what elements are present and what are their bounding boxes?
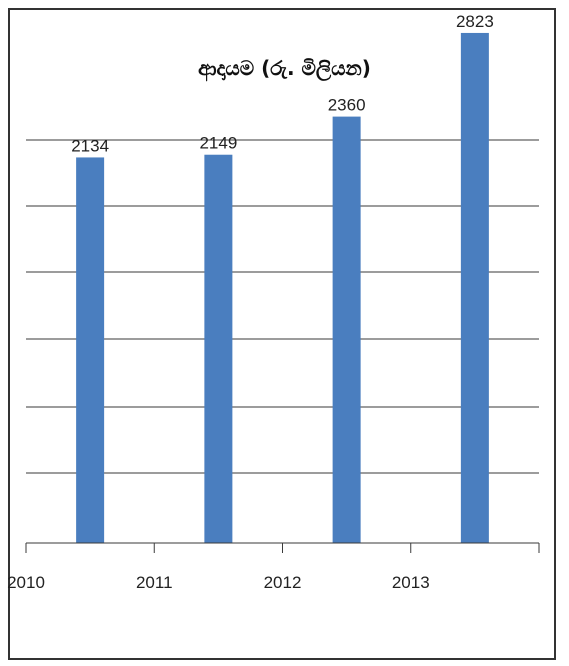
gridlines bbox=[26, 139, 539, 474]
bar-2013 bbox=[460, 32, 489, 543]
value-label-2013: 2823 bbox=[456, 12, 494, 31]
bar-2011 bbox=[204, 154, 233, 543]
x-tick-label-2012: 2012 bbox=[264, 573, 302, 592]
bar-2010 bbox=[76, 157, 105, 543]
x-tick-label-2011: 2011 bbox=[136, 573, 173, 592]
x-tick-label-2010: 2010 bbox=[7, 573, 45, 592]
value-label-2011: 2149 bbox=[199, 134, 237, 153]
value-labels: 2134 2149 2360 2823 bbox=[71, 12, 494, 155]
bars bbox=[76, 32, 489, 543]
bar-2012 bbox=[332, 116, 361, 543]
x-axis: 2010 2011 2012 2013 bbox=[7, 542, 540, 592]
x-tick-label-2013: 2013 bbox=[392, 573, 430, 592]
value-label-2012: 2360 bbox=[328, 96, 366, 115]
value-label-2010: 2134 bbox=[71, 136, 109, 155]
chart-title: ආදායම (රු. මිලියන) bbox=[198, 56, 371, 80]
